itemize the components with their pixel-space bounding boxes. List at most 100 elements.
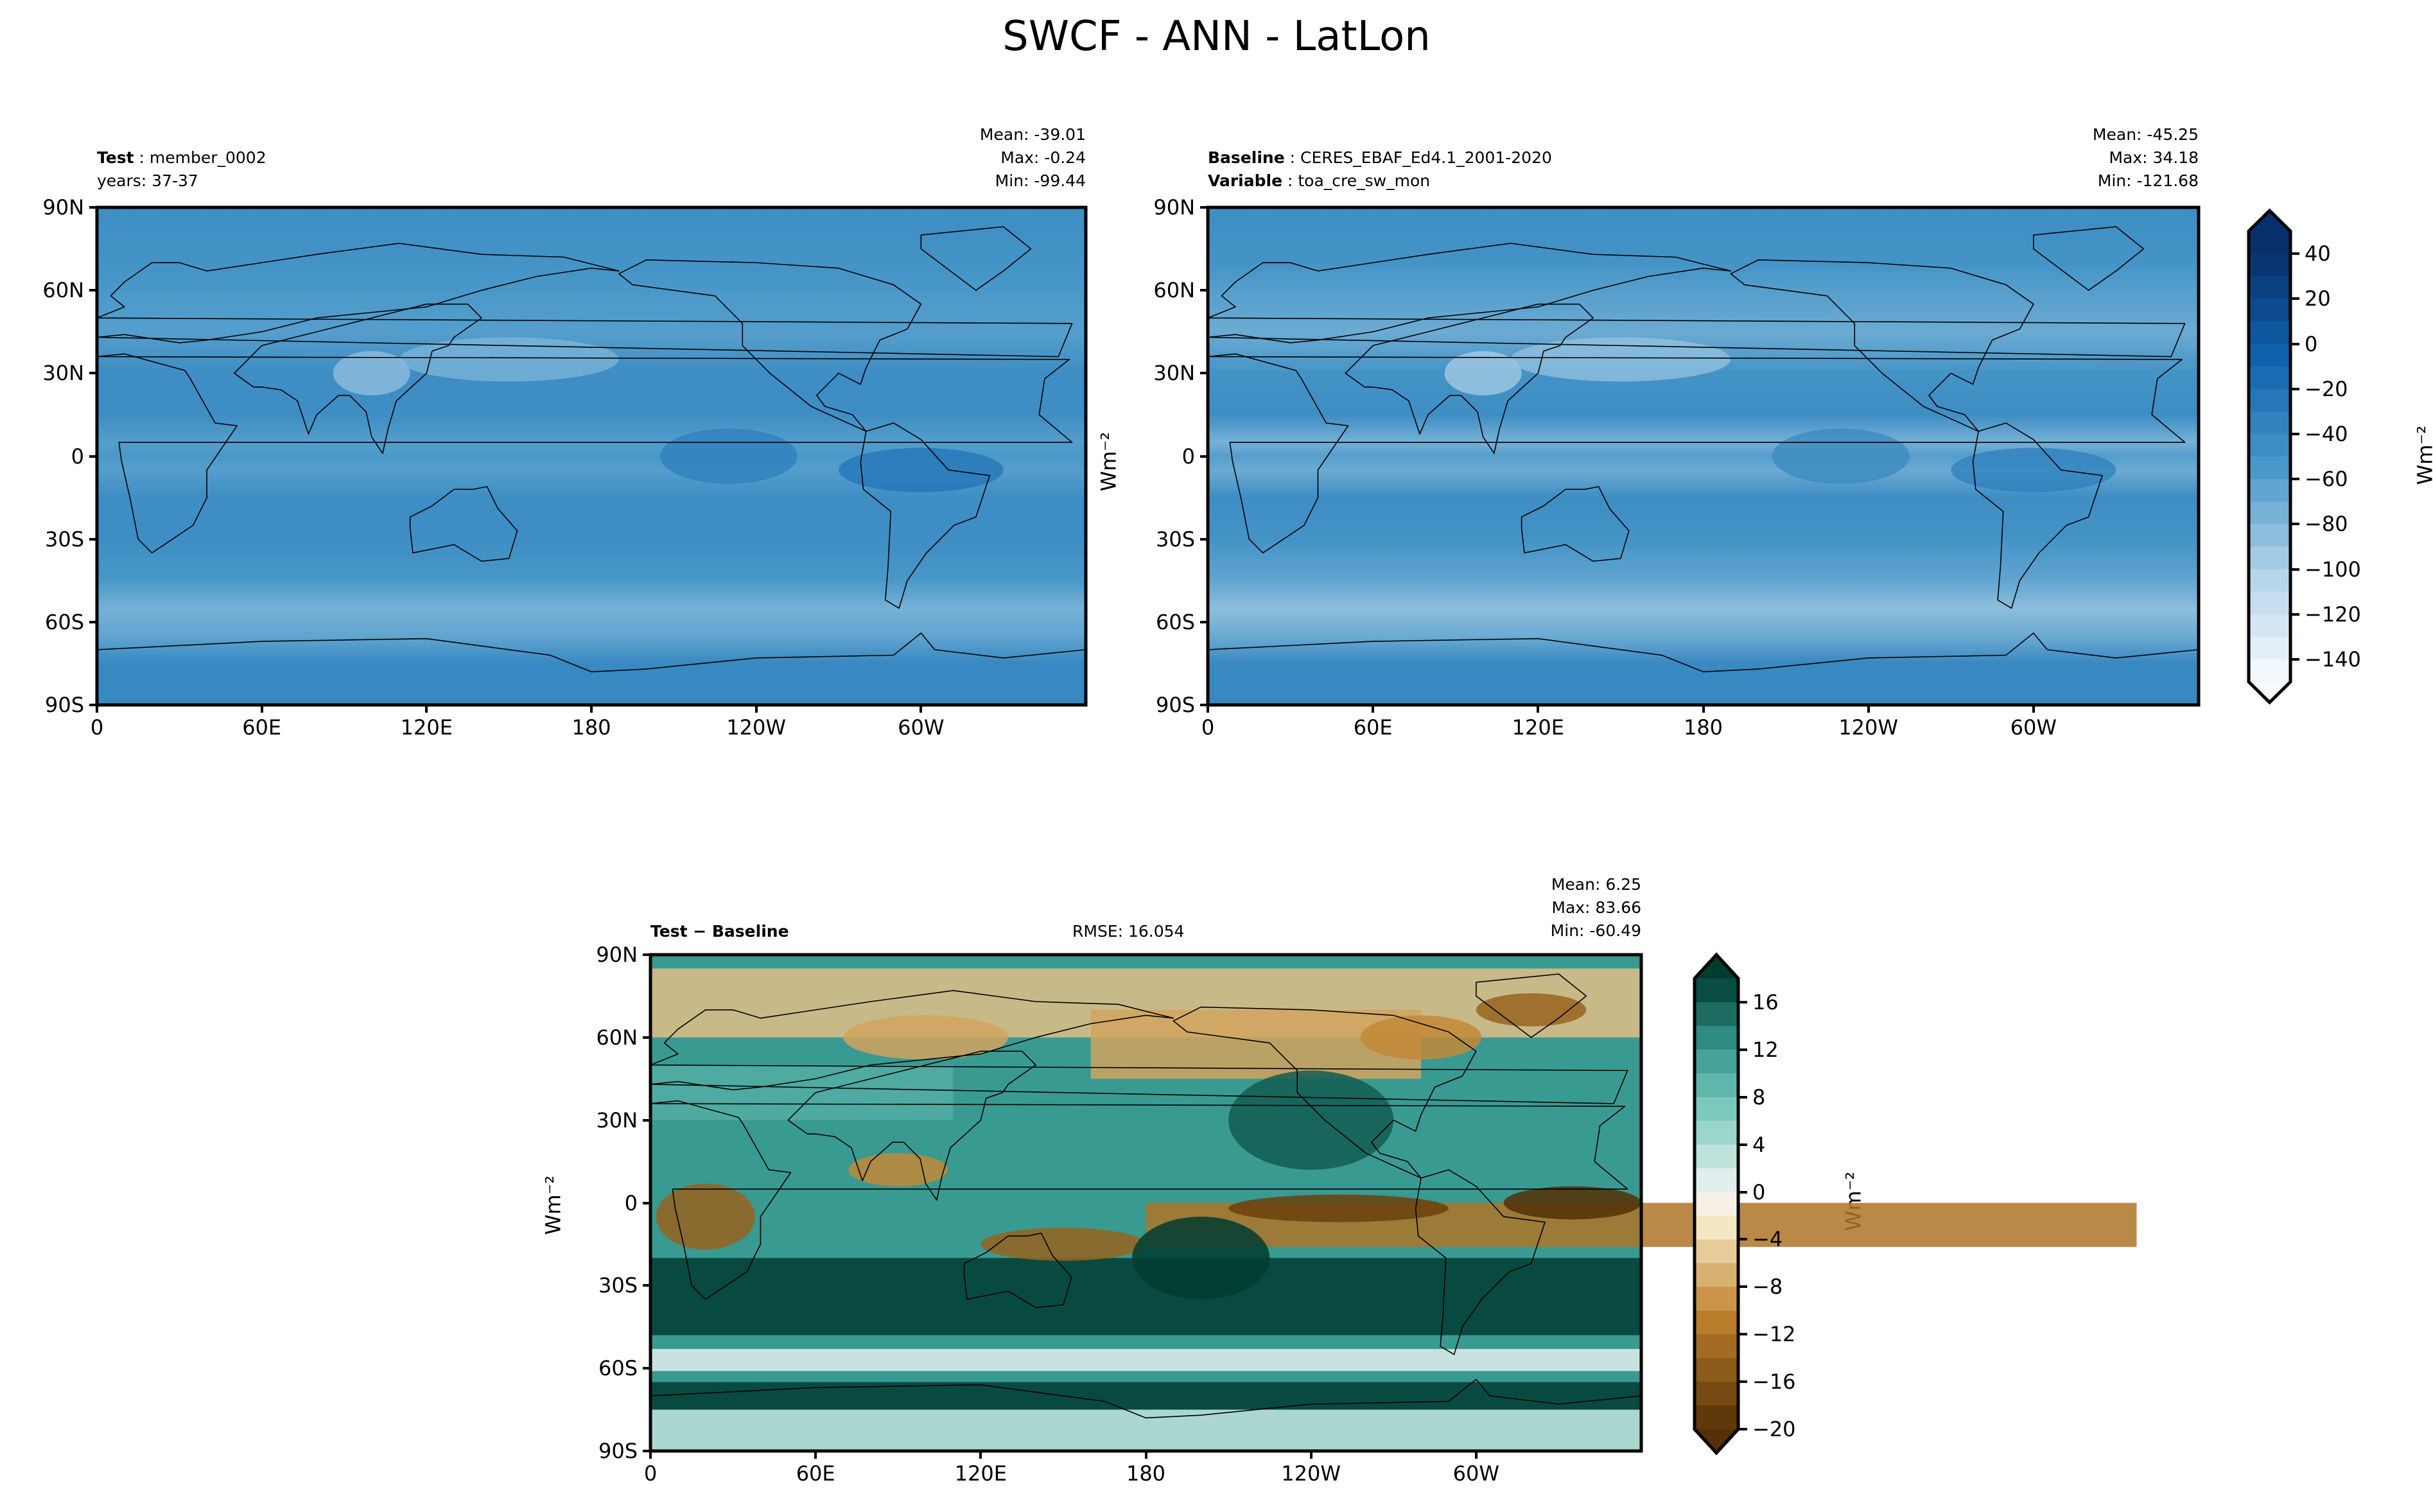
baseline-min: Min: -121.68 bbox=[2097, 171, 2199, 190]
y-tick-label: 60S bbox=[598, 1356, 638, 1381]
test-mean: Mean: -39.01 bbox=[979, 125, 1086, 144]
coastline bbox=[788, 1051, 1036, 1200]
x-tick-mark bbox=[979, 1451, 982, 1459]
diff-label: Test − Baseline bbox=[650, 922, 789, 941]
x-tick-mark bbox=[1207, 705, 1209, 713]
colorbar-tick-label: −80 bbox=[2305, 512, 2348, 537]
colorbar-tick-mark bbox=[1738, 1428, 1747, 1430]
field-anomaly bbox=[659, 428, 798, 484]
colorbar-band bbox=[2249, 366, 2290, 390]
coastline bbox=[1476, 974, 1586, 1038]
variable-name: toa_cre_sw_mon bbox=[1298, 171, 1431, 190]
field-anomaly bbox=[399, 337, 619, 382]
colorbar-tick-mark bbox=[1738, 1190, 1747, 1194]
y-tick-mark bbox=[89, 455, 97, 458]
x-tick-label: 180 bbox=[1683, 715, 1723, 740]
colorbar-band bbox=[1695, 1287, 1738, 1312]
colorbar1-label: Wm⁻² bbox=[2412, 425, 2433, 485]
y-tick-mark bbox=[643, 1201, 650, 1204]
y-tick-label: 90S bbox=[44, 693, 84, 717]
colorbar-tick-label: −8 bbox=[1752, 1274, 1783, 1299]
coastline bbox=[860, 423, 990, 608]
colorbar-tick-label: 12 bbox=[1752, 1037, 1779, 1062]
baseline-max: Max: 34.18 bbox=[2109, 148, 2199, 167]
colorbar-tick-mark bbox=[2290, 568, 2299, 571]
coastline bbox=[964, 1233, 1072, 1308]
colorbar-band bbox=[1695, 1263, 1738, 1288]
colorbar-extend-min bbox=[2249, 682, 2290, 702]
coastline bbox=[1173, 1007, 1476, 1178]
y-tick-mark bbox=[89, 372, 97, 375]
colorbar-band bbox=[2249, 479, 2290, 503]
test-min: Min: -99.44 bbox=[995, 171, 1086, 190]
colorbar-tick-label: −16 bbox=[1752, 1369, 1796, 1395]
colorbar-extend-max bbox=[2249, 211, 2290, 231]
x-tick-mark bbox=[920, 705, 923, 713]
colorbar-band bbox=[1695, 1049, 1738, 1074]
field-anomaly bbox=[1503, 1186, 1641, 1220]
colorbar-band bbox=[2249, 231, 2290, 255]
field-anomaly bbox=[1228, 1070, 1394, 1170]
colorbar-band bbox=[2249, 456, 2290, 480]
x-tick-mark bbox=[1537, 705, 1540, 713]
y-tick-label: 60S bbox=[1155, 609, 1195, 634]
field-band bbox=[650, 1382, 1641, 1410]
x-tick-label: 60W bbox=[2010, 715, 2057, 740]
x-tick-mark bbox=[590, 705, 593, 713]
y-tick-mark bbox=[1200, 372, 1208, 375]
colorbar-band bbox=[1695, 1168, 1738, 1193]
colorbar-extend-min bbox=[1695, 1429, 1738, 1453]
colorbar-tick-label: 8 bbox=[1752, 1084, 1766, 1109]
x-tick-mark bbox=[1144, 1451, 1147, 1459]
colorbar-tick-mark bbox=[2290, 297, 2299, 300]
y-tick-mark bbox=[1200, 289, 1208, 292]
colorbar-tick-mark bbox=[2290, 657, 2299, 661]
colorbar-tick-label: 16 bbox=[1752, 989, 1779, 1014]
x-tick-label: 60E bbox=[242, 715, 282, 740]
colorbar-tick-mark bbox=[2290, 342, 2299, 345]
field-anomaly bbox=[1444, 351, 1522, 395]
coastline bbox=[1416, 1170, 1545, 1355]
colorbar-tick-label: −120 bbox=[2305, 602, 2361, 627]
y-tick-label: 90N bbox=[596, 943, 638, 967]
variable-label: Variable bbox=[1208, 171, 1283, 190]
coastline bbox=[650, 991, 1628, 1104]
coastline bbox=[1522, 487, 1629, 561]
colorbar-tick-label: 4 bbox=[1752, 1132, 1766, 1157]
y-tick-label: 30N bbox=[1153, 361, 1195, 386]
coastline bbox=[2034, 227, 2143, 290]
baseline-stats: Mean: -45.25 Max: 34.18 Min: -121.68 bbox=[2093, 123, 2199, 193]
colorbar-tick-mark bbox=[1738, 1380, 1747, 1384]
x-tick-label: 180 bbox=[1126, 1461, 1166, 1486]
y-tick-label: 60S bbox=[44, 609, 84, 634]
field-band bbox=[650, 1349, 1641, 1371]
coastline bbox=[234, 304, 482, 454]
diff-stats: Mean: 6.25 Max: 83.66 Min: -60.49 bbox=[1551, 873, 1641, 943]
colorbar-tick-mark bbox=[1738, 1238, 1747, 1241]
x-tick-label: 120W bbox=[1838, 715, 1899, 740]
x-tick-label: 60W bbox=[898, 715, 945, 740]
colorbar-band bbox=[2249, 659, 2290, 682]
y-tick-label: 90N bbox=[1153, 195, 1195, 220]
x-tick-label: 60E bbox=[796, 1461, 835, 1486]
colorbar-band bbox=[1695, 1382, 1738, 1407]
test-map bbox=[97, 207, 1086, 705]
colorbar-band bbox=[1695, 978, 1738, 1003]
x-tick-mark bbox=[1309, 1451, 1312, 1459]
colorbar-tick-mark bbox=[1738, 1095, 1747, 1099]
colorbar-tick-label: 0 bbox=[1752, 1179, 1766, 1204]
y-tick-label: 30N bbox=[596, 1108, 638, 1133]
colorbar-tick-label: −4 bbox=[1752, 1227, 1783, 1252]
x-tick-label: 120W bbox=[1281, 1461, 1341, 1486]
colorbar-band bbox=[2249, 411, 2290, 435]
colorbar-extend-max bbox=[1695, 955, 1738, 978]
colorbar-blues bbox=[2247, 208, 2292, 705]
coastline bbox=[1973, 423, 2102, 608]
x-tick-mark bbox=[649, 1451, 652, 1459]
x-tick-mark bbox=[2032, 705, 2035, 713]
field-anomaly bbox=[1360, 1015, 1482, 1060]
colorbar-band bbox=[2249, 299, 2290, 322]
field-anomaly bbox=[656, 1183, 755, 1250]
colorbar-band bbox=[2249, 276, 2290, 300]
